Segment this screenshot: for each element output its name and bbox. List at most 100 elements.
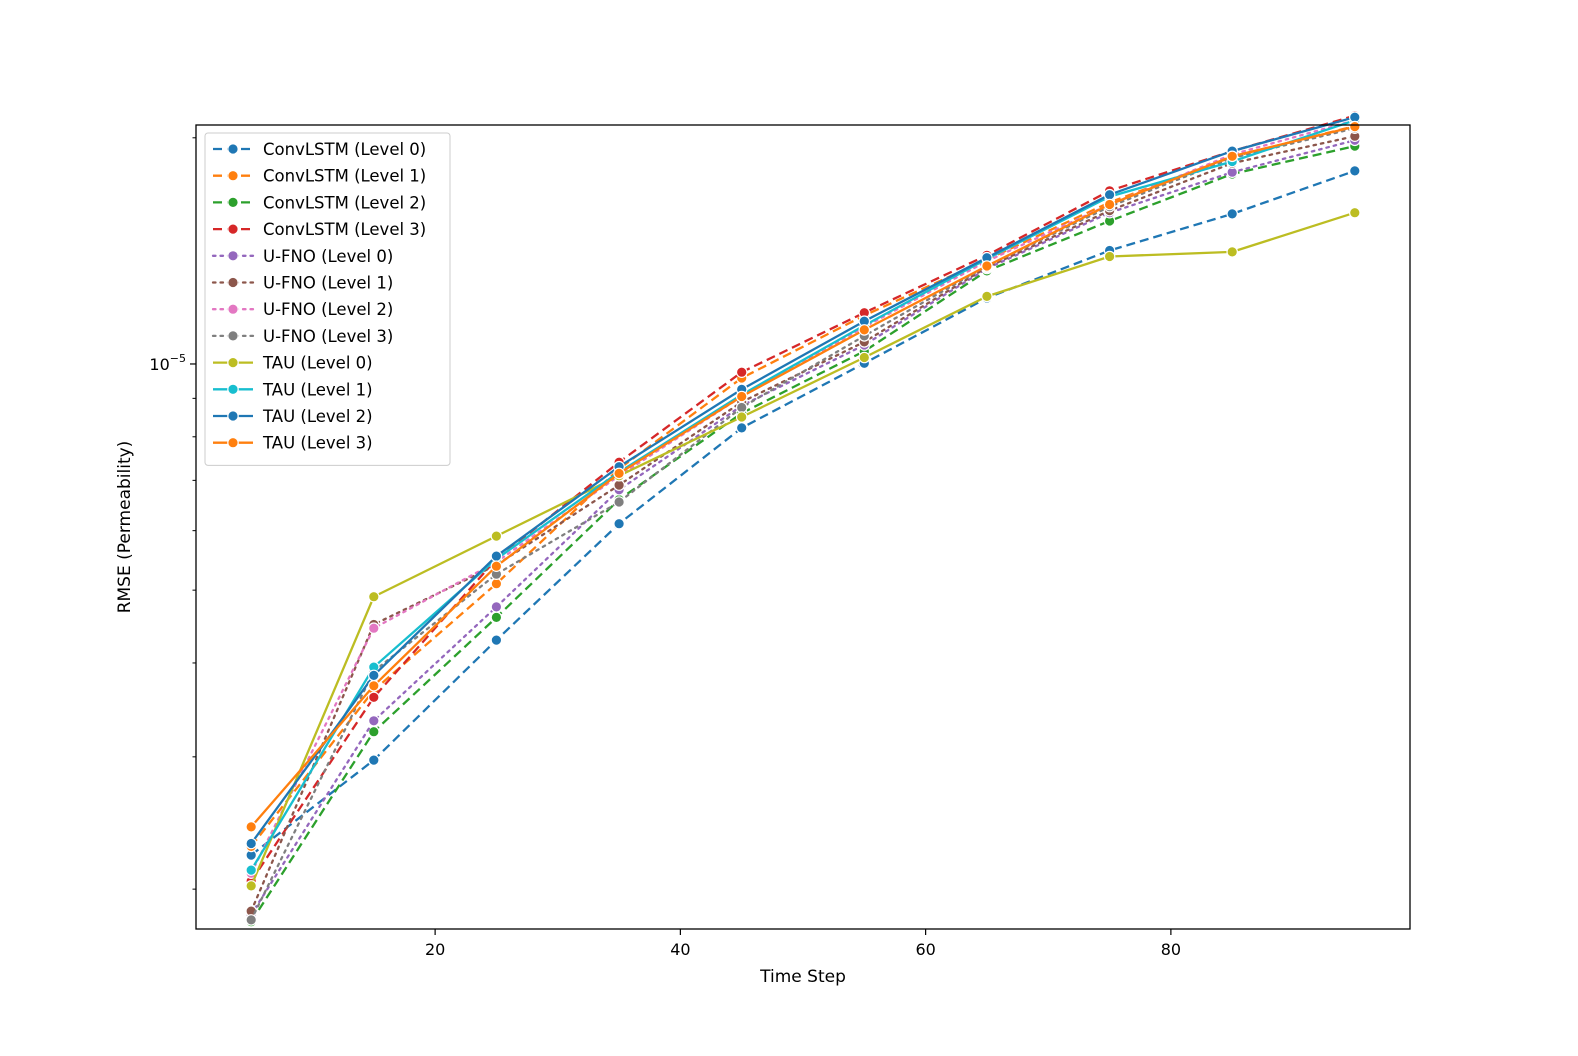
legend: ConvLSTM (Level 0) ConvLSTM (Level 1) Conv… — [204, 132, 451, 466]
series-line — [250, 127, 1356, 922]
legend-marker — [227, 250, 239, 262]
legend-item: ConvLSTM (Level 3) — [213, 220, 426, 239]
legend-item: ConvLSTM (Level 2) — [213, 193, 426, 212]
data-point — [490, 601, 503, 613]
legend-marker — [227, 356, 239, 369]
data-point — [490, 577, 503, 590]
data-point — [735, 401, 748, 414]
data-point — [1103, 188, 1116, 201]
legend-label: TAU (Level 1) — [262, 380, 373, 399]
x-tick-label: 40 — [670, 940, 690, 959]
data-point — [490, 634, 503, 646]
series-line — [250, 114, 1356, 882]
legend-label: TAU (Level 3) — [262, 434, 373, 453]
data-point — [367, 691, 380, 704]
series-line — [250, 139, 1356, 916]
data-point — [490, 530, 503, 542]
legend-item: TAU (Level 1) — [213, 380, 373, 399]
legend-item: U-FNO (Level 0) — [211, 247, 393, 266]
data-point — [735, 366, 748, 378]
legend-item: U-FNO (Level 3) — [211, 327, 393, 346]
legend-item: U-FNO (Level 1) — [211, 274, 393, 293]
legend-label: U-FNO (Level 1) — [263, 274, 393, 293]
data-point — [490, 560, 503, 572]
legend-item: TAU (Level 0) — [213, 354, 373, 373]
legend-label: TAU (Level 0) — [262, 354, 373, 373]
legend-item: TAU (Level 2) — [213, 407, 373, 426]
x-axis-label: Time Step — [759, 967, 846, 987]
series-line — [250, 119, 1356, 871]
legend-label: U-FNO (Level 2) — [263, 300, 393, 319]
data-point — [367, 714, 380, 727]
data-point — [858, 324, 871, 336]
legend-marker — [227, 383, 239, 396]
data-point — [245, 914, 257, 926]
legend-marker — [227, 223, 239, 235]
axis-layer: 20 40 60 80 10−5 — [149, 137, 1181, 959]
legend-label: U-FNO (Level 3) — [263, 327, 393, 346]
legend-label: U-FNO (Level 0) — [263, 247, 393, 266]
data-point — [613, 517, 625, 530]
legend-item: ConvLSTM (Level 0) — [213, 140, 426, 159]
data-point — [1226, 150, 1238, 163]
legend-marker — [227, 143, 239, 155]
data-point — [613, 467, 625, 480]
series-line — [250, 116, 1356, 845]
series-layer — [245, 109, 1361, 928]
legend-marker — [227, 410, 239, 422]
legend-marker — [227, 196, 239, 209]
series-line — [250, 169, 1356, 857]
data-point — [1349, 206, 1361, 219]
plot-frame — [195, 124, 1411, 930]
x-tick-label: 60 — [915, 940, 935, 959]
legend-label: ConvLSTM (Level 1) — [263, 167, 426, 186]
data-point — [490, 611, 503, 624]
x-tick-label: 20 — [425, 940, 445, 959]
legend-marker — [227, 436, 239, 449]
data-point — [367, 754, 380, 766]
series-line — [250, 144, 1356, 923]
legend-label: TAU (Level 2) — [262, 407, 373, 426]
data-point — [981, 290, 993, 303]
legend-marker — [227, 276, 239, 289]
data-point — [858, 351, 871, 364]
x-tick-label: 80 — [1161, 940, 1181, 959]
legend-marker — [227, 303, 239, 315]
legend-item: ConvLSTM (Level 1) — [213, 167, 426, 186]
data-point — [367, 622, 380, 634]
series-line — [250, 125, 1356, 828]
legend-frame — [204, 132, 451, 466]
data-point — [367, 679, 380, 692]
data-point — [1349, 120, 1361, 133]
legend-marker — [227, 169, 239, 182]
data-point — [367, 669, 380, 682]
data-point — [490, 550, 503, 562]
data-point — [1226, 208, 1238, 220]
data-point — [1349, 165, 1361, 177]
legend-item: U-FNO (Level 2) — [211, 300, 393, 319]
data-point — [613, 496, 625, 508]
legend-marker — [227, 330, 239, 342]
data-point — [245, 837, 257, 850]
series-line — [250, 211, 1356, 887]
data-point — [981, 260, 993, 272]
data-point — [1226, 246, 1238, 258]
data-point — [735, 390, 748, 403]
data-point — [367, 725, 380, 738]
legend-label: ConvLSTM (Level 0) — [263, 140, 426, 159]
data-point — [735, 411, 748, 423]
legend-label: ConvLSTM (Level 2) — [263, 193, 426, 212]
y-tick-label: 10−5 — [149, 352, 186, 374]
legend-item: TAU (Level 3) — [213, 434, 373, 453]
data-point — [245, 821, 257, 833]
series-11 — [245, 120, 1361, 833]
data-point — [245, 880, 257, 892]
data-point — [1103, 198, 1116, 211]
legend-label: ConvLSTM (Level 3) — [263, 220, 426, 239]
data-point — [367, 590, 380, 603]
data-point — [1103, 250, 1116, 263]
data-point — [245, 864, 257, 876]
series-line — [250, 119, 1356, 875]
